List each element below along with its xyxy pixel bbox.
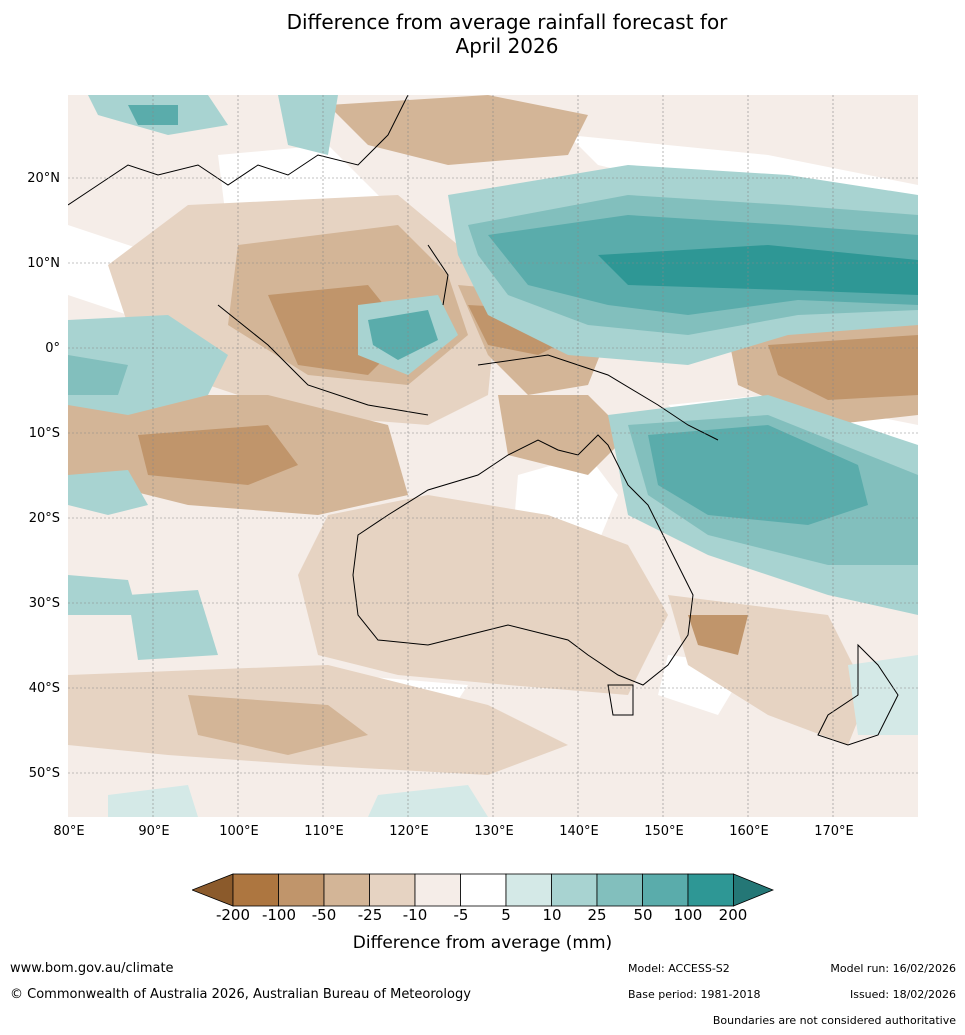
tasmania-coast <box>607 684 634 716</box>
wet-region <box>68 470 148 515</box>
legend-title: Difference from average (mm) <box>352 933 613 953</box>
chart-title: Difference from average rainfall forecas… <box>0 10 965 58</box>
lat-label-30s: 30°S <box>28 596 60 611</box>
lat-label-10s: 10°S <box>28 426 60 441</box>
coastlines <box>68 95 899 746</box>
legend-swatch <box>551 873 598 907</box>
legend-swatch <box>687 873 734 907</box>
lon-label-160e: 160°E <box>729 824 769 839</box>
website-link[interactable]: www.bom.gov.au/climate <box>10 961 174 976</box>
legend-swatch <box>596 873 643 907</box>
lat-label-0: 0° <box>45 341 60 356</box>
legend-colorbar <box>192 873 774 907</box>
lon-label-110e: 110°E <box>304 824 344 839</box>
wet-region <box>648 425 868 525</box>
lon-label-90e: 90°E <box>138 824 170 839</box>
new-guinea <box>477 354 719 441</box>
legend-tick: 10 <box>542 906 562 924</box>
dry-region <box>138 425 298 485</box>
legend-tick: -25 <box>357 906 383 924</box>
legend-tick: -100 <box>261 906 297 924</box>
lon-label-170e: 170°E <box>814 824 854 839</box>
legend-swatch <box>505 873 552 907</box>
dry-region <box>328 95 588 165</box>
lat-label-50s: 50°S <box>28 766 60 781</box>
lon-label-80e: 80°E <box>53 824 85 839</box>
legend-swatch <box>414 873 461 907</box>
legend-tick: -200 <box>215 906 251 924</box>
lon-label-100e: 100°E <box>219 824 259 839</box>
lon-label-150e: 150°E <box>644 824 684 839</box>
legend-tick: 50 <box>633 906 653 924</box>
wet-region <box>128 590 218 660</box>
legend-swatch <box>323 873 370 907</box>
lat-label-40s: 40°S <box>28 681 60 696</box>
legend-tick: -5 <box>453 906 469 924</box>
lon-label-140e: 140°E <box>559 824 599 839</box>
lat-label-20s: 20°S <box>28 511 60 526</box>
lon-label-130e: 130°E <box>474 824 514 839</box>
issued-text: Issued: 18/02/2026 <box>849 988 956 1001</box>
wet-region <box>848 655 918 735</box>
map-canvas <box>68 95 918 817</box>
rainfall-map[interactable] <box>68 95 918 817</box>
legend-tick: -10 <box>402 906 428 924</box>
sumatra-java <box>217 304 429 416</box>
new-zealand <box>817 643 899 746</box>
legend-swatch <box>232 873 279 907</box>
dry-region <box>768 335 918 400</box>
asia-coast <box>68 95 409 206</box>
model-text: Model: ACCESS-S2 <box>628 962 730 975</box>
legend-swatch <box>278 873 325 907</box>
legend-tick: 5 <box>501 906 511 924</box>
wet-region <box>368 310 438 360</box>
lat-label-10n: 10°N <box>27 256 60 271</box>
dry-region <box>688 615 748 655</box>
legend-tick: 100 <box>673 906 703 924</box>
wet-region <box>68 355 128 395</box>
legend-tick: -50 <box>311 906 337 924</box>
lon-label-120e: 120°E <box>389 824 429 839</box>
legend-swatch <box>642 873 689 907</box>
wet-region <box>68 575 138 615</box>
legend-tick: 25 <box>587 906 607 924</box>
wet-region <box>368 785 488 817</box>
legend-arrow-max <box>733 873 774 907</box>
legend-swatch <box>460 873 507 907</box>
legend-tick: 200 <box>718 906 748 924</box>
wet-region <box>598 245 918 295</box>
legend-arrow-min <box>192 873 234 907</box>
model-run-text: Model run: 16/02/2026 <box>830 962 956 975</box>
dry-region <box>498 395 628 475</box>
lat-label-20n: 20°N <box>27 171 60 186</box>
title-line-2: April 2026 <box>455 34 559 58</box>
philippines <box>427 244 449 306</box>
disclaimer-text: Boundaries are not considered authoritat… <box>712 1014 956 1027</box>
australia-coast <box>352 434 694 686</box>
copyright-text: © Commonwealth of Australia 2026, Austra… <box>10 987 471 1002</box>
graticule <box>68 95 918 817</box>
title-line-1: Difference from average rainfall forecas… <box>286 10 728 34</box>
base-period-text: Base period: 1981-2018 <box>628 988 761 1001</box>
legend-swatch <box>369 873 416 907</box>
